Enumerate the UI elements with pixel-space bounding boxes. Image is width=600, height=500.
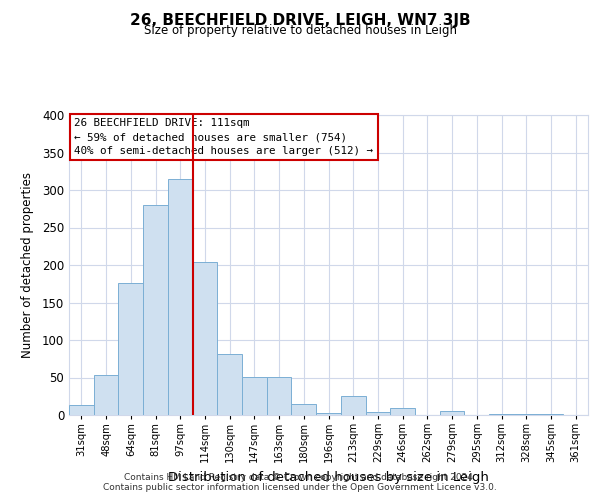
Bar (489, 414, 514, 415)
Text: Size of property relative to detached houses in Leigh: Size of property relative to detached ho… (143, 24, 457, 37)
Bar (94, 375, 118, 415)
Bar (292, 404, 316, 415)
Text: 26 BEECHFIELD DRIVE: 111sqm
← 59% of detached houses are smaller (754)
40% of se: 26 BEECHFIELD DRIVE: 111sqm ← 59% of det… (74, 118, 373, 156)
Bar (69, 405, 94, 415)
Bar (514, 414, 539, 415)
Text: Contains HM Land Registry data © Crown copyright and database right 2024.: Contains HM Land Registry data © Crown c… (124, 472, 476, 482)
Bar (365, 412, 390, 415)
Bar (193, 262, 217, 415)
Bar (168, 179, 193, 415)
Bar (118, 283, 143, 415)
X-axis label: Distribution of detached houses by size in Leigh: Distribution of detached houses by size … (168, 470, 489, 484)
Bar (341, 396, 365, 415)
Bar (217, 354, 242, 415)
Bar (390, 408, 415, 415)
Text: Contains public sector information licensed under the Open Government Licence v3: Contains public sector information licen… (103, 482, 497, 492)
Text: 26, BEECHFIELD DRIVE, LEIGH, WN7 3JB: 26, BEECHFIELD DRIVE, LEIGH, WN7 3JB (130, 12, 470, 28)
Bar (242, 377, 267, 415)
Y-axis label: Number of detached properties: Number of detached properties (20, 172, 34, 358)
Bar (143, 205, 168, 415)
Bar (267, 377, 292, 415)
Bar (316, 413, 341, 415)
Bar (539, 414, 563, 415)
Bar (440, 411, 464, 415)
